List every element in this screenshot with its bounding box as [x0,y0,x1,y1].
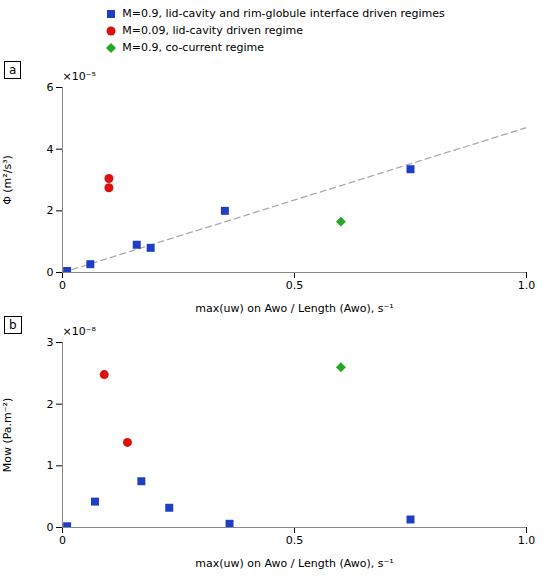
svg-text:×10⁻⁸: ×10⁻⁸ [63,325,97,338]
svg-text:0: 0 [59,534,66,547]
svg-text:1: 1 [47,459,54,472]
html-text:M=0.9, co-current regime: M=0.9, co-current regime [122,41,265,54]
svg-text:0.5: 0.5 [286,534,304,547]
svg-text:0: 0 [47,521,54,534]
svg-text:0: 0 [47,266,54,279]
svg-text:6: 6 [47,81,54,94]
svg-text:max(uw) on Awo / Length (Awo),: max(uw) on Awo / Length (Awo), s⁻¹ [195,557,393,570]
html-text:a: a [9,63,17,77]
html-text:M=0.9, lid-cavity and rim-glob: M=0.9, lid-cavity and rim-globule interf… [122,7,445,20]
svg-text:0.5: 0.5 [286,279,304,292]
svg-text:2: 2 [47,398,54,411]
svg-text:2: 2 [47,204,54,217]
svg-text:4: 4 [47,143,54,156]
html-text:b: b [9,318,17,332]
svg-text:3: 3 [47,336,54,349]
svg-text:1.0: 1.0 [518,279,536,292]
svg-text:×10⁻⁵: ×10⁻⁵ [63,70,96,83]
svg-text:1.0: 1.0 [518,534,536,547]
html-text:M=0.09, lid-cavity driven regi: M=0.09, lid-cavity driven regime [122,24,303,37]
svg-text:0: 0 [59,279,66,292]
svg-text:max(uw) on Awo / Length (Awo),: max(uw) on Awo / Length (Awo), s⁻¹ [195,302,393,315]
svg-text:Φ (m²/s³): Φ (m²/s³) [1,155,14,205]
svg-text:Mow (Pa.m⁻²): Mow (Pa.m⁻²) [1,398,14,473]
